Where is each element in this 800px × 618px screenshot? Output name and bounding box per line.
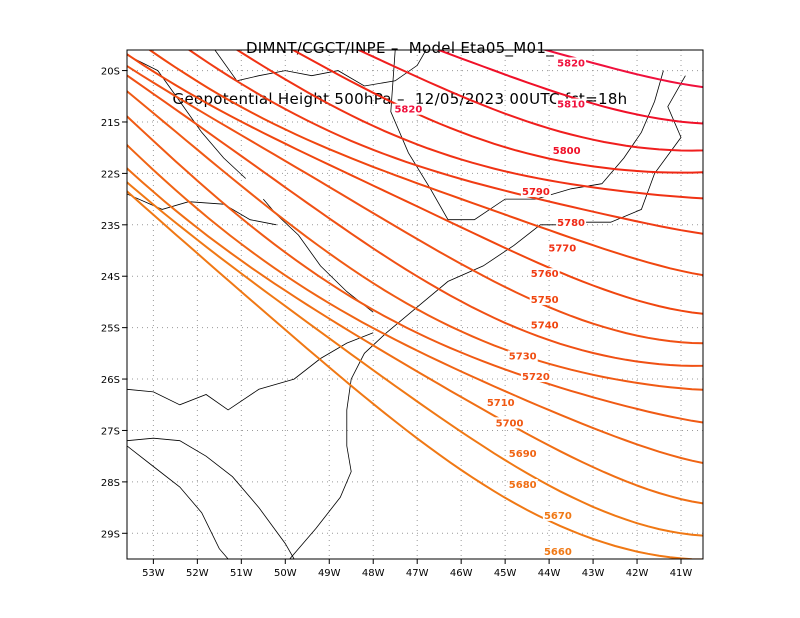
contour-label-bg (485, 396, 516, 408)
contour-label-bg (520, 185, 551, 197)
x-tick-label: 47W (406, 568, 429, 579)
contour-label: 5800 (553, 146, 581, 157)
contour-label: 5710 (487, 398, 515, 409)
coast-segment (127, 332, 374, 411)
x-tick-label: 42W (626, 568, 649, 579)
contour-labels: 5820 5820 5810 5800 5790 5780 5770 5760 5750 5740… (393, 57, 587, 558)
contour-label-bg (529, 293, 560, 305)
contour-label-bg (556, 57, 587, 69)
contour-line-5790 (356, 50, 703, 152)
contour-label: 5780 (557, 218, 585, 229)
contour-label-bg (556, 98, 587, 110)
contour-label-bg (507, 350, 538, 362)
y-tick-label: 20S (101, 67, 120, 78)
contour-label-bg (494, 417, 525, 429)
coast-segment (127, 193, 277, 226)
contour-line-5750 (148, 50, 703, 277)
x-tick-label: 50W (274, 568, 297, 579)
x-tick-label: 48W (362, 568, 385, 579)
contour-line-5770 (235, 50, 703, 200)
contour-label: 5790 (522, 187, 550, 198)
lat-lon-grid (127, 50, 703, 559)
contour-label: 5820 (557, 58, 585, 69)
contour-label-bg (520, 371, 551, 383)
y-tick-label: 21S (101, 118, 120, 129)
x-tick-label: 43W (582, 568, 605, 579)
y-tick-label: 24S (101, 272, 120, 283)
plot-frame (126, 49, 704, 560)
chart-title: DIMNT/CGCT/INPE – Model Eta05_M01_ Geopo… (0, 6, 800, 125)
coast-segment (127, 437, 295, 559)
y-tick-label: 28S (101, 478, 120, 489)
contour-label-bg (507, 448, 538, 460)
x-tick-label: 49W (318, 568, 341, 579)
contour-label-bg (529, 319, 560, 331)
contour-line-5670 (127, 180, 703, 537)
contour-line-5710 (127, 89, 703, 391)
contour-label-bg (542, 545, 573, 557)
x-tick-label: 46W (450, 568, 473, 579)
contour-label-bg (547, 242, 578, 254)
y-tick-label: 25S (101, 324, 120, 335)
contour-label: 5820 (394, 105, 422, 116)
contour-line-5800 (435, 50, 703, 125)
contour-label: 5670 (544, 511, 572, 522)
contour-label: 5770 (548, 244, 576, 255)
contour-label-bg (556, 216, 587, 228)
contour-label-bg (529, 268, 560, 280)
contour-line-5760 (187, 50, 703, 235)
x-tick-label: 53W (142, 568, 165, 579)
contour-line-5660 (127, 190, 703, 559)
contour-label: 5740 (531, 321, 559, 332)
y-tick-label: 27S (101, 426, 120, 437)
x-tick-label: 52W (186, 568, 209, 579)
contour-label-bg (393, 103, 424, 115)
x-tick-label: 51W (230, 568, 253, 579)
y-tick-label: 22S (101, 169, 120, 180)
coastline (127, 50, 686, 559)
x-axis-ticks: 53W 52W 51W 50W 49W 48W 47W 46W 45W 44W 43W 42W 41W (142, 559, 692, 579)
coast-segment (214, 50, 427, 87)
contour-label: 5810 (557, 100, 585, 111)
contour-line-5820 (109, 0, 714, 47)
y-tick-label: 29S (101, 529, 120, 540)
contour-line-5680 (127, 167, 703, 505)
title-line-1: DIMNT/CGCT/INPE – Model Eta05_M01_ (245, 39, 555, 57)
height-contours (109, 0, 714, 559)
contour-line-5810 (541, 50, 703, 89)
contour-line-5700 (127, 114, 703, 424)
contour-line-5740 (127, 53, 703, 315)
y-axis-ticks: 20S 21S 22S 23S 24S 25S 26S 27S 28S 29S (101, 67, 127, 540)
coast-segment (127, 54, 246, 179)
contour-label: 5730 (509, 351, 537, 362)
contour-label: 5760 (531, 269, 559, 280)
coast-segment (390, 50, 664, 221)
contour-line-5720 (127, 74, 703, 367)
x-tick-label: 45W (494, 568, 517, 579)
y-tick-label: 23S (101, 221, 120, 232)
x-tick-label: 44W (538, 568, 561, 579)
contour-label: 5660 (544, 547, 572, 558)
contour-label-bg (551, 144, 582, 156)
title-line-2: Geopotential Height 500hPa – 12/05/2023 … (172, 90, 628, 108)
y-tick-label: 26S (101, 375, 120, 386)
contour-line-5690 (127, 143, 703, 465)
contour-label: 5680 (509, 480, 537, 491)
contour-label-bg (542, 509, 573, 521)
contour-label: 5720 (522, 372, 550, 383)
x-tick-label: 41W (670, 568, 693, 579)
coast-segment (127, 445, 229, 559)
contour-label: 5750 (531, 295, 559, 306)
contour-label: 5690 (509, 449, 537, 460)
contour-line-5730 (127, 64, 703, 345)
contour-line-5780 (291, 50, 703, 174)
contour-label-bg (507, 479, 538, 491)
contour-label: 5700 (496, 418, 524, 429)
coast-segment (289, 75, 686, 559)
